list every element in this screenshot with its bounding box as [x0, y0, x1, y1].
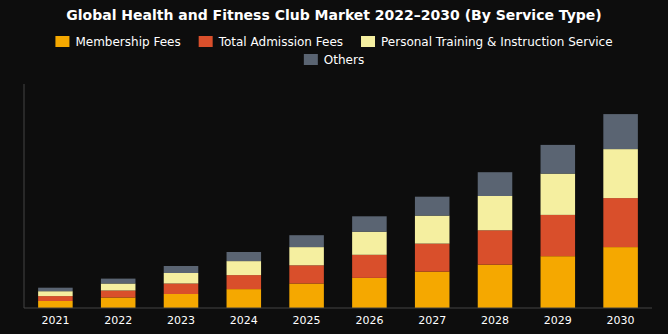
legend-item: Membership Fees: [55, 35, 180, 49]
x-axis-line: [24, 308, 652, 309]
legend-label: Personal Training & Instruction Service: [381, 35, 613, 49]
bar-segment: [101, 279, 136, 284]
bar-segment: [227, 275, 262, 289]
x-tick-label: 2025: [293, 314, 321, 327]
legend-swatch: [304, 54, 318, 65]
x-tick-label: 2023: [167, 314, 195, 327]
bar-segment: [101, 291, 136, 298]
bar-segment: [289, 247, 324, 265]
bar-segment: [164, 273, 199, 284]
legend-label: Total Admission Fees: [218, 35, 343, 49]
bar-segment: [603, 149, 638, 198]
bar-segment: [603, 114, 638, 149]
bar-segment: [352, 278, 387, 308]
bar-segment: [415, 244, 450, 272]
bar-segment: [227, 289, 262, 308]
bar-segment: [101, 284, 136, 291]
title: Global Health and Fitness Club Market 20…: [66, 7, 602, 23]
bar-segment: [289, 265, 324, 283]
bar-segment: [541, 174, 576, 215]
bar-segment: [415, 272, 450, 308]
bar-segment: [352, 216, 387, 231]
bar-segment: [352, 232, 387, 255]
bar-segment: [603, 247, 638, 308]
bar-segment: [478, 172, 513, 196]
bar-segment: [38, 291, 73, 296]
chart-svg: Global Health and Fitness Club Market 20…: [0, 0, 668, 334]
bar-segment: [227, 252, 262, 261]
bar-segment: [289, 284, 324, 309]
bar-segment: [415, 216, 450, 244]
bar-segment: [38, 288, 73, 292]
bar-segment: [38, 296, 73, 301]
legend-swatch: [199, 36, 213, 47]
x-tick-label: 2028: [481, 314, 509, 327]
legend-item: Others: [304, 53, 364, 67]
legend-label: Membership Fees: [75, 35, 180, 49]
x-tick-label: 2027: [418, 314, 446, 327]
x-ticks: 2021 2022 2023 2024 2025 2026 2027 2028 2029 2030: [41, 314, 634, 327]
bar-segment: [541, 215, 576, 256]
background: [0, 0, 668, 334]
x-tick-label: 2026: [355, 314, 383, 327]
bar-segment: [164, 294, 199, 308]
chart-container: Global Health and Fitness Club Market 20…: [0, 0, 668, 334]
y-axis-line: [24, 84, 25, 308]
bar-segment: [164, 284, 199, 295]
x-tick-label: 2029: [544, 314, 572, 327]
bar-segment: [478, 196, 513, 230]
legend-swatch: [55, 36, 69, 47]
bar-segment: [352, 255, 387, 278]
legend-swatch: [361, 36, 375, 47]
x-tick-label: 2021: [41, 314, 69, 327]
bar-segment: [415, 197, 450, 216]
bar-segment: [478, 230, 513, 264]
legend-item: Total Admission Fees: [199, 35, 343, 49]
bar-segment: [478, 265, 513, 308]
bar-segment: [603, 198, 638, 247]
legend-item: Personal Training & Instruction Service: [361, 35, 613, 49]
bar-segment: [101, 298, 136, 309]
bar-segment: [38, 301, 73, 308]
x-tick-label: 2022: [104, 314, 132, 327]
bars: [38, 114, 638, 308]
legend: Membership Fees Total Admission Fees Perso…: [55, 35, 612, 67]
bar-segment: [541, 256, 576, 308]
bar-segment: [289, 235, 324, 247]
legend-label: Others: [324, 53, 364, 67]
bar-segment: [541, 145, 576, 174]
bar-segment: [227, 261, 262, 275]
bar-segment: [164, 266, 199, 273]
x-tick-label: 2030: [607, 314, 635, 327]
x-tick-label: 2024: [230, 314, 258, 327]
